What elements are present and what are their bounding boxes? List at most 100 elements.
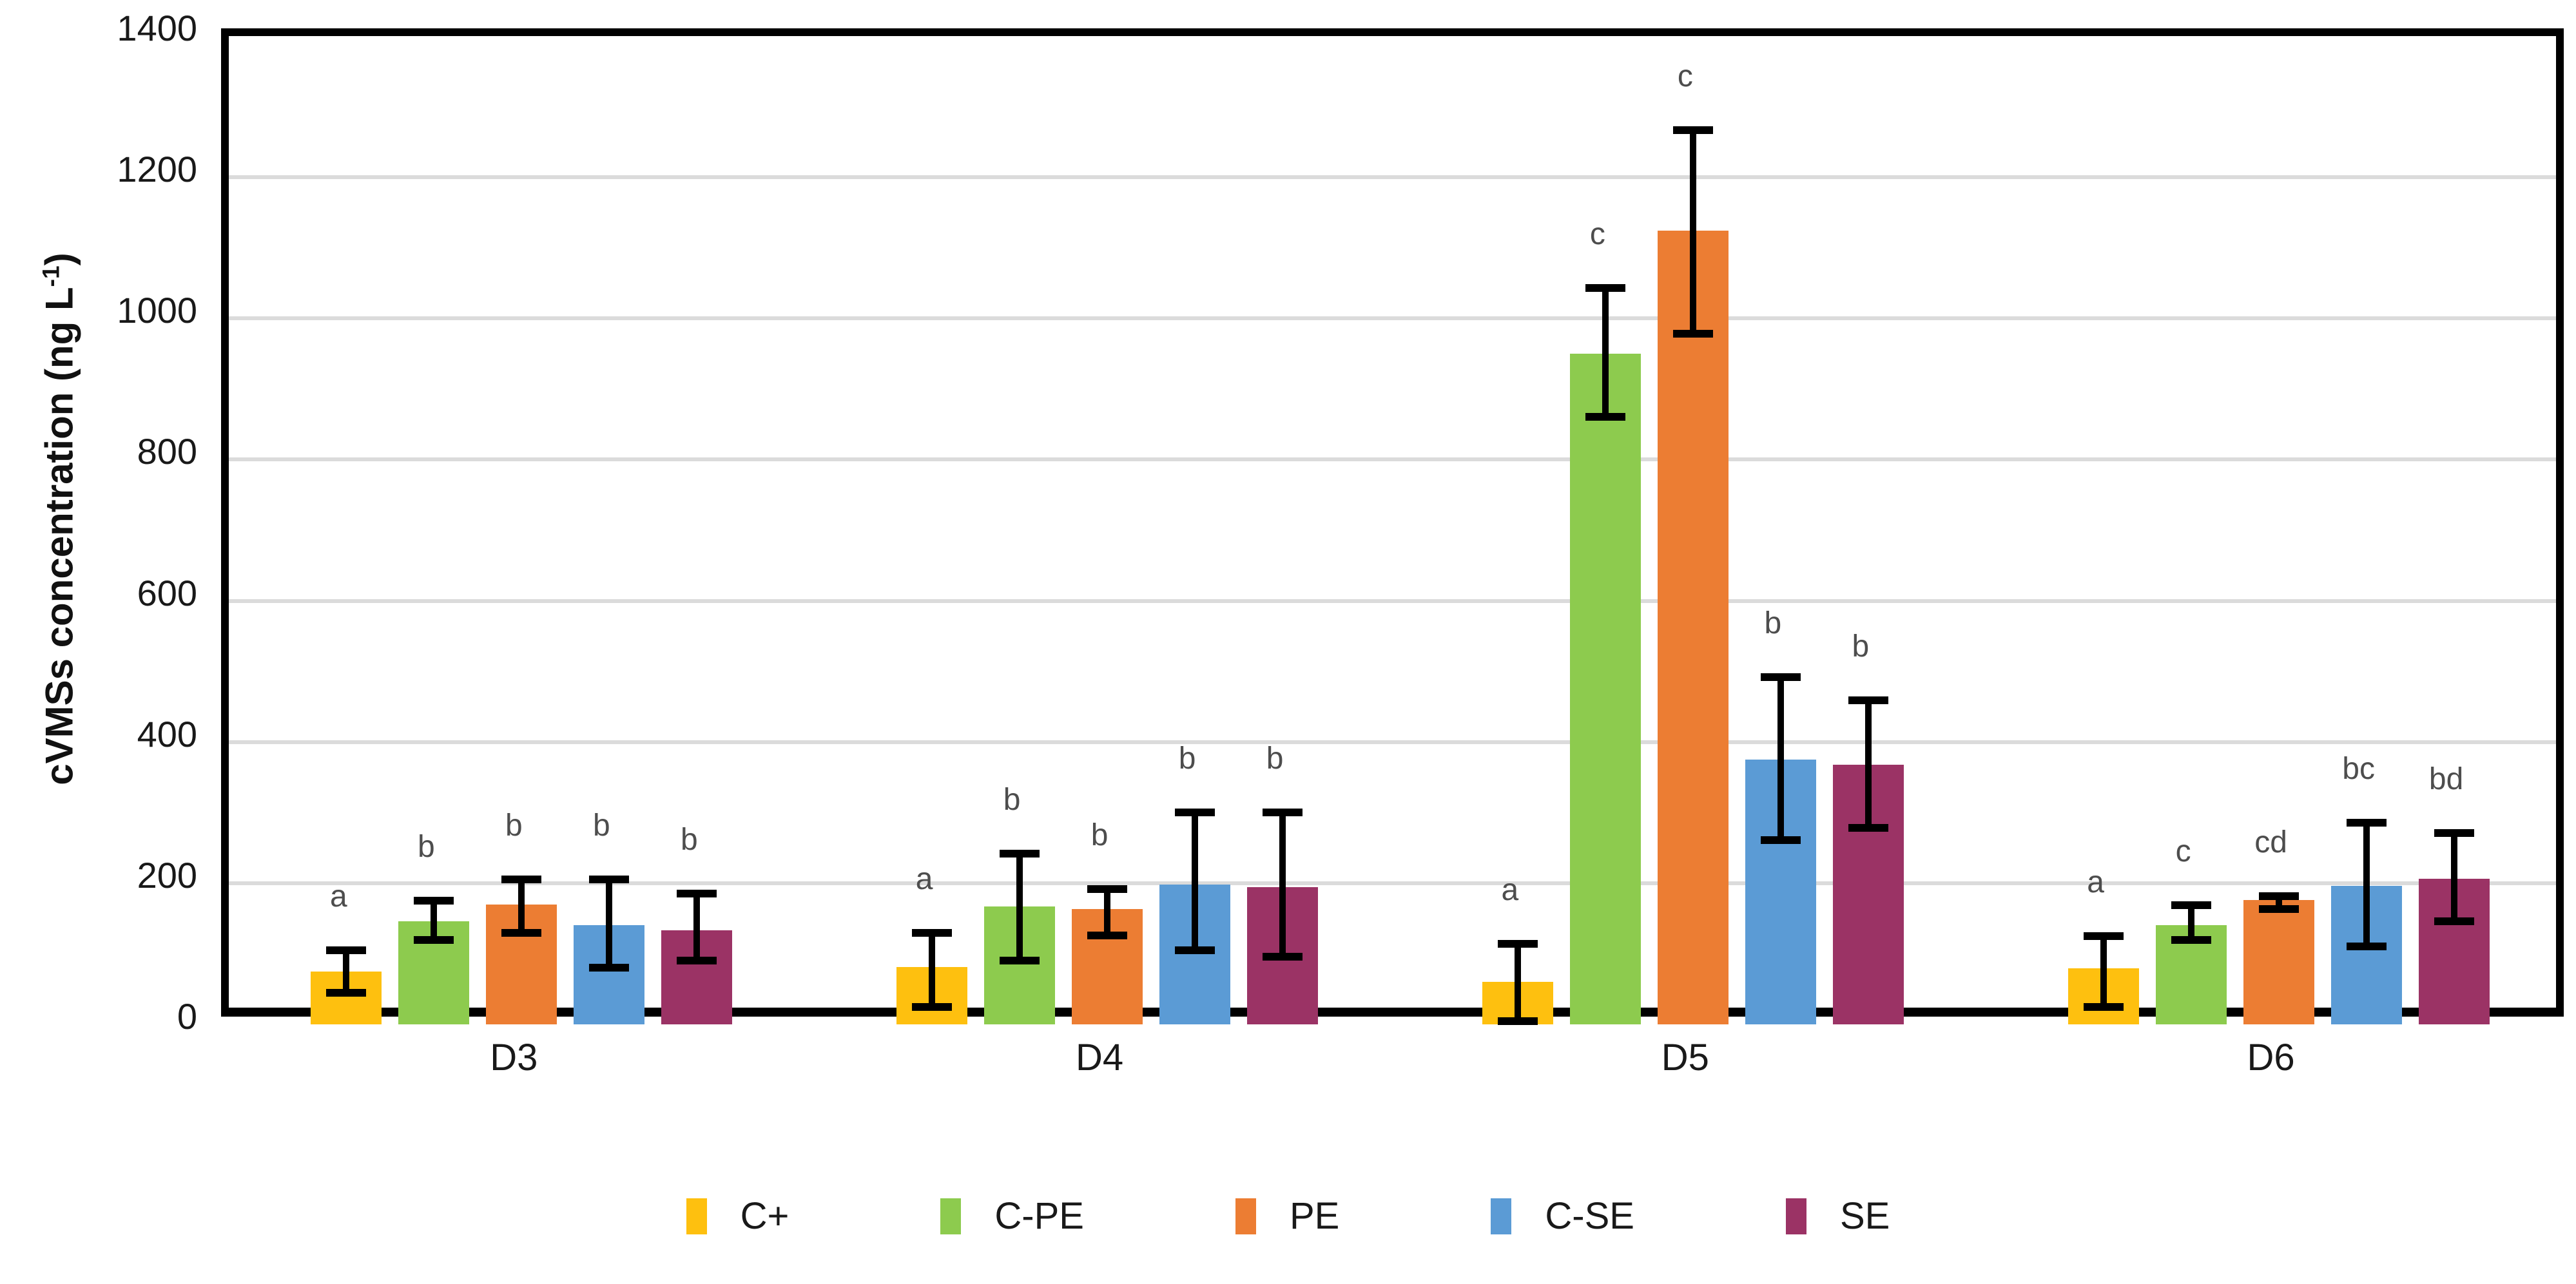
y-tick-label: 200: [137, 854, 197, 896]
error-cap-bottom-C-PE-D6: [2171, 935, 2211, 944]
y-tick-label: 600: [137, 572, 197, 613]
error-cap-top-SE-D5: [1848, 696, 1888, 705]
gridline-800: [229, 457, 2556, 462]
error-cap-bottom-C-PE-D4: [1000, 957, 1040, 965]
error-cap-top-SE-D6: [2434, 829, 2474, 838]
error-bar-C-SE-D5: [1777, 676, 1784, 841]
legend-label: SE: [1839, 1195, 1890, 1237]
error-cap-top-C-SE-D6: [2346, 818, 2387, 827]
error-cap-top-PE-D5: [1672, 126, 1713, 134]
y-tick-label: 1000: [117, 290, 197, 331]
error-bar-C-SE-D3: [606, 879, 613, 968]
gridline-1000: [229, 316, 2556, 321]
y-tick-label: 400: [137, 713, 197, 754]
error-cap-bottom-C+-D5: [1497, 1017, 1538, 1025]
error-cap-top-C+-D4: [912, 928, 953, 937]
error-cap-top-PE-D6: [2258, 892, 2299, 900]
y-axis-title-text: cVMSs concentration (ng L: [37, 287, 81, 785]
y-tick-label: 1200: [117, 149, 197, 190]
error-cap-bottom-C-PE-D3: [414, 935, 454, 944]
error-cap-bottom-C+-D6: [2083, 1002, 2124, 1011]
legend-item-SE: SE: [1785, 1195, 1890, 1237]
error-cap-top-SE-D3: [677, 890, 717, 898]
category-label-D5: D5: [1661, 1037, 1709, 1078]
significance-letter-C-SE-D5: b: [1764, 606, 1782, 640]
error-cap-top-C-SE-D5: [1760, 673, 1801, 681]
error-cap-top-PE-D3: [501, 876, 542, 884]
error-bar-SE-D6: [2450, 833, 2457, 921]
error-bar-C-PE-D5: [1602, 288, 1609, 417]
error-cap-bottom-PE-D3: [501, 928, 542, 937]
legend-swatch-SE: [1785, 1198, 1806, 1234]
error-cap-bottom-PE-D5: [1672, 330, 1713, 338]
legend-label: C-SE: [1545, 1195, 1634, 1237]
error-bar-C-SE-D4: [1192, 812, 1199, 950]
gridline-200: [229, 881, 2556, 885]
significance-letter-SE-D5: b: [1852, 629, 1870, 664]
error-cap-bottom-C-SE-D5: [1760, 836, 1801, 845]
legend-item-C-PE: C-PE: [940, 1197, 1084, 1236]
error-cap-top-C+-D3: [326, 946, 367, 954]
error-bar-SE-D4: [1279, 812, 1286, 957]
error-bar-C-PE-D6: [2187, 905, 2194, 940]
category-label-D3: D3: [490, 1037, 538, 1078]
y-axis-title-close: ): [37, 253, 81, 266]
error-cap-top-C-PE-D4: [1000, 849, 1040, 858]
error-bar-C+-D5: [1514, 944, 1521, 1021]
gridline-400: [229, 740, 2556, 744]
significance-letter-C+-D5: a: [1501, 873, 1519, 908]
significance-letter-PE-D5: c: [1677, 59, 1693, 93]
bar-C-PE-D5: [1569, 354, 1641, 1024]
legend-swatch-C-SE: [1491, 1198, 1512, 1234]
legend-item-C-SE: C-SE: [1491, 1197, 1634, 1236]
error-cap-top-SE-D4: [1263, 809, 1303, 817]
error-bar-PE-D3: [518, 879, 525, 933]
significance-letter-PE-D4: b: [1090, 818, 1109, 852]
legend: C+ C-PE PE C-SE SE: [0, 1197, 2576, 1236]
legend-label: PE: [1290, 1195, 1340, 1237]
significance-letter-SE-D3: b: [681, 823, 698, 858]
gridline-1200: [229, 175, 2556, 180]
significance-letter-C-SE-D3: b: [593, 809, 610, 843]
significance-letter-C-PE-D6: c: [2175, 834, 2191, 868]
error-cap-top-C-PE-D5: [1585, 284, 1625, 292]
error-cap-top-PE-D4: [1087, 885, 1128, 893]
error-cap-bottom-SE-D5: [1848, 824, 1888, 832]
error-cap-top-C-SE-D3: [589, 876, 630, 884]
error-bar-C-PE-D4: [1016, 853, 1023, 961]
error-cap-top-C+-D5: [1497, 940, 1538, 948]
error-cap-bottom-SE-D6: [2434, 917, 2474, 926]
error-bar-PE-D6: [2275, 896, 2282, 910]
error-cap-top-C-PE-D3: [414, 897, 454, 905]
legend-swatch-C-PE: [940, 1198, 962, 1234]
error-bar-SE-D3: [693, 894, 701, 961]
error-cap-top-C+-D6: [2083, 932, 2124, 941]
significance-letter-PE-D6: cd: [2254, 825, 2287, 859]
error-cap-bottom-C-SE-D3: [589, 964, 630, 972]
error-bar-C+-D6: [2100, 936, 2107, 1007]
significance-letter-C+-D4: a: [915, 861, 933, 896]
error-bar-PE-D4: [1104, 888, 1111, 935]
significance-letter-C+-D3: a: [330, 879, 347, 914]
legend-item-PE: PE: [1235, 1197, 1339, 1236]
significance-letter-C-SE-D4: b: [1178, 742, 1196, 776]
significance-letter-C-PE-D4: b: [1003, 782, 1021, 817]
error-cap-bottom-C-SE-D6: [2346, 943, 2387, 951]
category-label-D6: D6: [2247, 1037, 2295, 1078]
y-tick-label: 1400: [117, 8, 197, 48]
significance-letter-SE-D6: bd: [2428, 762, 2464, 797]
legend-label: C-PE: [994, 1195, 1084, 1237]
y-axis-title-superscript: -1: [37, 265, 64, 287]
error-cap-bottom-C+-D4: [912, 1002, 953, 1011]
error-bar-C-PE-D3: [431, 901, 438, 940]
significance-letter-C-PE-D5: c: [1589, 217, 1605, 252]
bar-PE-D5: [1657, 231, 1729, 1024]
error-cap-bottom-C+-D3: [326, 988, 367, 997]
error-bar-C+-D4: [929, 932, 936, 1007]
error-cap-bottom-C-SE-D4: [1175, 946, 1215, 954]
error-bar-C+-D3: [343, 950, 350, 993]
y-tick-label: 800: [137, 431, 197, 472]
error-cap-bottom-C-PE-D5: [1585, 412, 1625, 421]
legend-swatch-C+: [686, 1198, 707, 1234]
error-cap-bottom-SE-D4: [1263, 952, 1303, 961]
